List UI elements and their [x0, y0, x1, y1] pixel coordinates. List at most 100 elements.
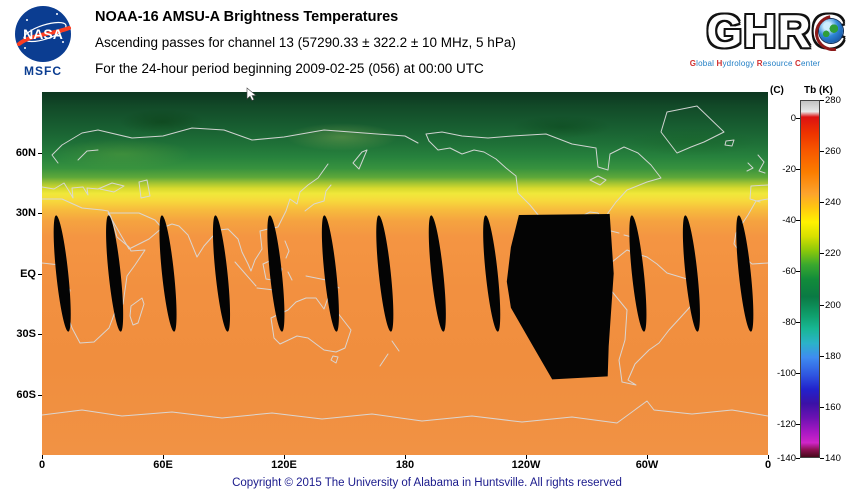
- coastline-australia: [270, 294, 352, 364]
- coastline-west-africa: [733, 198, 768, 265]
- y-axis-tick: [38, 394, 42, 396]
- colorbar-celsius-label: -120: [776, 419, 796, 431]
- page-title: NOAA-16 AMSU-A Brightness Temperatures: [95, 9, 399, 25]
- nasa-logo: NASA: [12, 4, 74, 64]
- coastline-south-east-asia: [161, 163, 329, 272]
- data-gap-sliver: [682, 215, 700, 332]
- ghrc-letter-c: C: [807, 4, 854, 59]
- coastline-philippines: [284, 240, 290, 259]
- colorbar-celsius-label: -140: [776, 453, 796, 464]
- y-axis-label: EQ: [20, 267, 36, 280]
- x-axis-label: 120W: [511, 459, 541, 471]
- colorbar-celsius-label: -60: [782, 265, 796, 277]
- cursor-artifact-icon: [246, 87, 257, 101]
- y-axis-label: 30N: [15, 207, 36, 219]
- colorbar-tick: [820, 202, 824, 204]
- coastline-japan: [304, 184, 332, 212]
- globe-icon: [818, 19, 843, 43]
- coastline-scandinavia: [51, 129, 99, 164]
- colorbar-tick: [820, 304, 824, 306]
- ghrc-logo: GHR C: [706, 4, 854, 59]
- y-axis-label: 60S: [16, 388, 36, 401]
- period-line: For the 24-hour period beginning 2009-02…: [95, 61, 484, 76]
- nasa-meatball-icon: NASA: [15, 6, 71, 62]
- colorbar-celsius-label: -40: [782, 214, 796, 226]
- coastline-mediterranean: [42, 179, 151, 199]
- colorbar-celsius-unit: (C): [770, 85, 784, 96]
- data-gap-sliver: [629, 215, 647, 332]
- colorbar-tick: [796, 117, 800, 119]
- ghrc-wordmark: GHR: [706, 5, 812, 57]
- data-gap-large: [506, 214, 614, 380]
- y-axis-label: 60N: [15, 146, 36, 159]
- colorbar-kelvin-label: 240: [825, 197, 841, 209]
- coastline-madagascar: [129, 297, 145, 326]
- x-axis-tick: [42, 455, 43, 459]
- colorbar-tick: [820, 355, 824, 357]
- x-axis-label: 60E: [153, 459, 173, 471]
- data-gap-sliver: [736, 215, 754, 332]
- colorbar-celsius-label: -20: [782, 163, 796, 175]
- y-axis-tick: [38, 152, 42, 154]
- colorbar-tick: [796, 322, 800, 324]
- x-axis-label: 60W: [635, 459, 659, 471]
- data-gap-swaths: [53, 214, 754, 380]
- data-gap-sliver: [212, 215, 231, 332]
- copyright-line: Copyright © 2015 The University of Alaba…: [232, 477, 622, 489]
- msfc-label: MSFC: [24, 64, 62, 78]
- page-subtitle: Ascending passes for channel 13 (57290.3…: [95, 35, 516, 50]
- colorbar-celsius-label: -100: [776, 368, 796, 380]
- colorbar-tick: [796, 168, 800, 170]
- y-axis-label: 30S: [16, 328, 36, 340]
- colorbar-kelvin-label: 160: [825, 401, 841, 413]
- data-gap-sliver: [267, 215, 285, 332]
- data-gap-sliver: [53, 215, 71, 332]
- coastline-iberia: [749, 184, 768, 203]
- data-gap-sliver: [106, 215, 124, 332]
- coastline-indonesia: [234, 258, 340, 291]
- coastline-new-zealand: [379, 340, 400, 367]
- coastline-siberia: [97, 127, 419, 144]
- x-axis-label: 0: [764, 459, 772, 471]
- data-gap-sliver: [376, 215, 394, 332]
- coastline-south-america: [601, 249, 698, 386]
- coastline-kamchatka: [352, 149, 368, 170]
- x-axis-tick: [284, 455, 285, 459]
- x-axis-label: 0: [38, 459, 46, 471]
- colorbar-tick: [796, 270, 800, 272]
- colorbar-title: Tb (K): [804, 85, 833, 96]
- colorbar-kelvin-label: 220: [825, 248, 841, 260]
- coastline-great-lakes: [589, 175, 607, 186]
- colorbar-kelvin-label: 260: [825, 146, 841, 158]
- colorbar-tick: [820, 253, 824, 255]
- colorbar-tick: [796, 219, 800, 221]
- data-gap-sliver: [483, 215, 501, 332]
- x-axis-label: 120E: [271, 459, 297, 471]
- colorbar-kelvin-label: 180: [825, 350, 841, 362]
- x-axis-tick: [163, 455, 164, 459]
- colorbar-tick: [820, 458, 824, 459]
- colorbar-kelvin-label: 200: [825, 299, 841, 311]
- data-gap-sliver: [159, 215, 177, 332]
- y-axis-tick: [38, 213, 42, 214]
- colorbar-celsius-label: -80: [782, 317, 796, 329]
- x-axis-tick: [405, 455, 406, 459]
- y-axis-tick: [38, 334, 42, 335]
- coastline-uk-ireland: [746, 154, 766, 174]
- colorbar-tick: [796, 424, 800, 426]
- ghrc-tagline: Global Hydrology Resource Center: [689, 59, 821, 68]
- y-axis-tick: [38, 273, 42, 275]
- brightness-temperature-map: [42, 92, 768, 455]
- colorbar-kelvin-label: 140: [825, 453, 841, 464]
- x-axis-tick: [647, 455, 648, 459]
- coastline-antarctica: [42, 400, 768, 424]
- colorbar-tick: [820, 100, 824, 101]
- data-gap-sliver: [428, 215, 446, 332]
- colorbar-tick: [820, 406, 824, 408]
- colorbar-tick: [796, 458, 800, 459]
- colorbar: [800, 100, 820, 458]
- colorbar-tick: [820, 151, 824, 153]
- coastline-greenland-iceland: [660, 105, 735, 154]
- x-axis-tick: [526, 455, 527, 459]
